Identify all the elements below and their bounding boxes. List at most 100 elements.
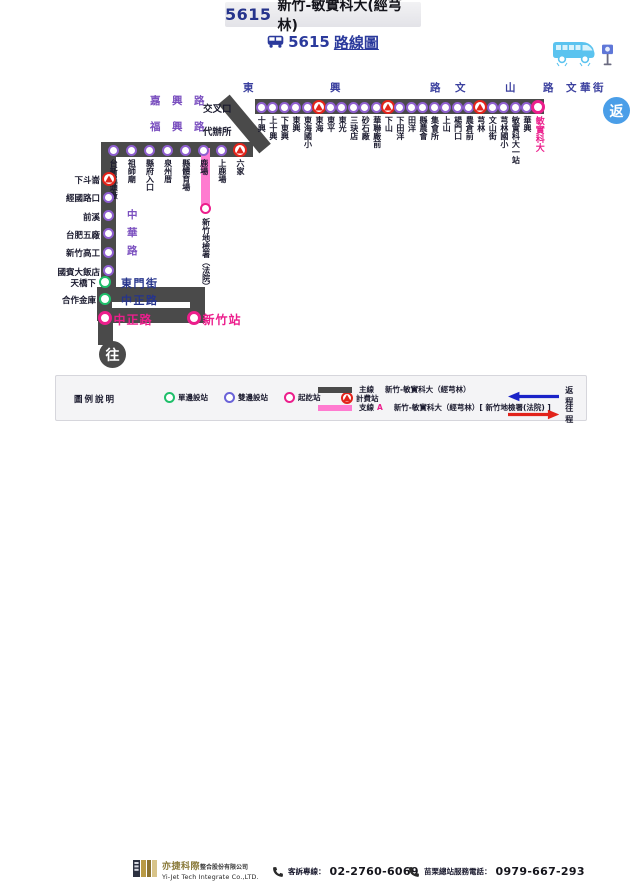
- station-label: 三玦店: [349, 115, 359, 140]
- station-marker[interactable]: [107, 144, 119, 156]
- station-marker[interactable]: [486, 101, 498, 113]
- station-label: 下東興: [280, 115, 290, 140]
- station-label: 中正路: [121, 294, 159, 307]
- station-label: 東光: [338, 115, 348, 132]
- station-marker[interactable]: [290, 101, 302, 113]
- station-marker[interactable]: [103, 210, 114, 222]
- footer-phone-label: 苗栗總站服務電話：: [424, 867, 492, 876]
- station-fare-marker[interactable]: [473, 100, 488, 114]
- station-marker[interactable]: [267, 101, 279, 113]
- station-marker[interactable]: [417, 101, 429, 113]
- station-marker[interactable]: [405, 101, 417, 113]
- station-label: 祖師廟: [127, 158, 137, 183]
- station-label: 東平: [326, 115, 336, 132]
- station-label: 縣農會: [418, 115, 428, 140]
- road-label: 華: [127, 227, 138, 239]
- station-label: 上山: [442, 115, 452, 132]
- route-name: 新竹-敏實科大(經芎林): [277, 0, 402, 34]
- road-label: 文: [566, 82, 577, 94]
- bus-icon: [267, 33, 284, 52]
- station-marker[interactable]: [216, 144, 228, 156]
- route-line-branch: [201, 148, 210, 208]
- station-fare-marker[interactable]: [311, 100, 326, 114]
- station-marker[interactable]: [98, 276, 111, 288]
- road-label: 街: [593, 82, 604, 94]
- station-terminus-marker[interactable]: [97, 311, 112, 325]
- station-marker[interactable]: [255, 101, 267, 113]
- station-label: 鹿場: [199, 158, 209, 175]
- company-name: 亦捷科際整合股份有限公司 Yi-Jet Tech Integrate Co.,L…: [162, 859, 259, 881]
- station-marker[interactable]: [161, 144, 173, 156]
- station-label: 國賓大飯店: [57, 267, 100, 278]
- station-label: 楊門口: [453, 115, 463, 140]
- road-label: 路: [127, 245, 138, 257]
- station-marker[interactable]: [103, 265, 114, 276]
- station-marker[interactable]: [143, 144, 155, 156]
- footer-phone-number: 02-2760-6069: [329, 865, 419, 878]
- bus-stop-sign-icon: [601, 44, 615, 70]
- station-terminus-marker[interactable]: [531, 100, 546, 114]
- station-label: 合作金庫: [61, 296, 96, 306]
- footer-phone: 苗栗總站服務電話： 0979-667-293: [408, 865, 585, 878]
- station-marker[interactable]: [359, 101, 371, 113]
- legend-line-desc: 新竹-敏實科大（經芎林）: [385, 385, 471, 394]
- station-label: 上鹿場: [217, 158, 227, 183]
- station-fare-marker[interactable]: [232, 143, 247, 157]
- station-label: 天橋下: [70, 279, 96, 289]
- legend-arrow-label: 返 程: [565, 386, 575, 406]
- station-label: 下田洋: [395, 115, 405, 140]
- outbound-direction-badge[interactable]: 往: [99, 341, 126, 368]
- station-label: 縣體育場: [181, 158, 191, 191]
- road-label: 山: [505, 82, 516, 94]
- station-label: 十興: [257, 115, 267, 132]
- station-marker[interactable]: [451, 101, 463, 113]
- legend-line-entry: 支線 A 新竹-敏實科大（經芎林）[ 新竹地檢署(法院) ]: [318, 402, 551, 413]
- return-direction-badge[interactable]: 返: [603, 97, 630, 124]
- station-marker[interactable]: [125, 144, 137, 156]
- station-label: 集會所: [430, 115, 440, 140]
- station-marker[interactable]: [179, 144, 191, 156]
- route-title-bar: 5615 新竹-敏實科大(經芎林): [225, 0, 421, 34]
- station-marker[interactable]: [98, 293, 111, 305]
- footer-phone-label: 客訴專線：: [288, 867, 326, 876]
- legend-line-desc: 新竹-敏實科大（經芎林）[ 新竹地檢署(法院) ]: [393, 403, 551, 412]
- station-marker[interactable]: [103, 228, 114, 240]
- legend-item-label: 起訖站: [298, 393, 321, 402]
- station-label: 敏實科大一站: [511, 115, 521, 164]
- station-marker[interactable]: [103, 246, 114, 258]
- legend-line-tag: 支線: [359, 403, 374, 412]
- station-marker[interactable]: [509, 101, 521, 113]
- station-label: 芎林: [476, 115, 486, 132]
- station-marker[interactable]: [521, 101, 533, 113]
- station-marker[interactable]: [347, 101, 359, 113]
- station-marker[interactable]: [278, 101, 290, 113]
- station-fare-marker[interactable]: [381, 100, 396, 114]
- station-label: 敏實科大: [533, 115, 544, 152]
- route-line-bottom-horizontal: [101, 287, 205, 302]
- route-line-row2: [105, 142, 253, 157]
- station-marker[interactable]: [336, 101, 348, 113]
- road-label: 華: [580, 82, 591, 94]
- station-marker[interactable]: [198, 144, 209, 156]
- road-label: 中: [127, 209, 138, 221]
- route-line-inner-horizontal: [101, 308, 205, 323]
- corner-label: 代辦所: [203, 127, 232, 138]
- station-marker[interactable]: [440, 101, 452, 113]
- station-label: 縣府入口: [145, 158, 155, 191]
- station-marker[interactable]: [324, 101, 336, 113]
- road-label: 興: [330, 82, 341, 94]
- station-label: 下山: [384, 115, 394, 132]
- legend-line-swatch: [318, 386, 352, 393]
- station-marker[interactable]: [428, 101, 440, 113]
- station-marker[interactable]: [498, 101, 510, 113]
- circle-blue-icon: [224, 392, 235, 403]
- station-terminus-marker[interactable]: [186, 311, 201, 325]
- station-fare-marker[interactable]: [101, 172, 116, 186]
- legend-item: 雙邊設站: [224, 392, 268, 403]
- station-marker[interactable]: [394, 101, 406, 113]
- road-label: 興: [172, 95, 183, 107]
- station-marker[interactable]: [200, 203, 211, 214]
- footer-phone: 客訴專線： 02-2760-6069: [272, 865, 419, 878]
- bus-illustration-icon: [551, 41, 597, 71]
- station-marker[interactable]: [103, 191, 114, 203]
